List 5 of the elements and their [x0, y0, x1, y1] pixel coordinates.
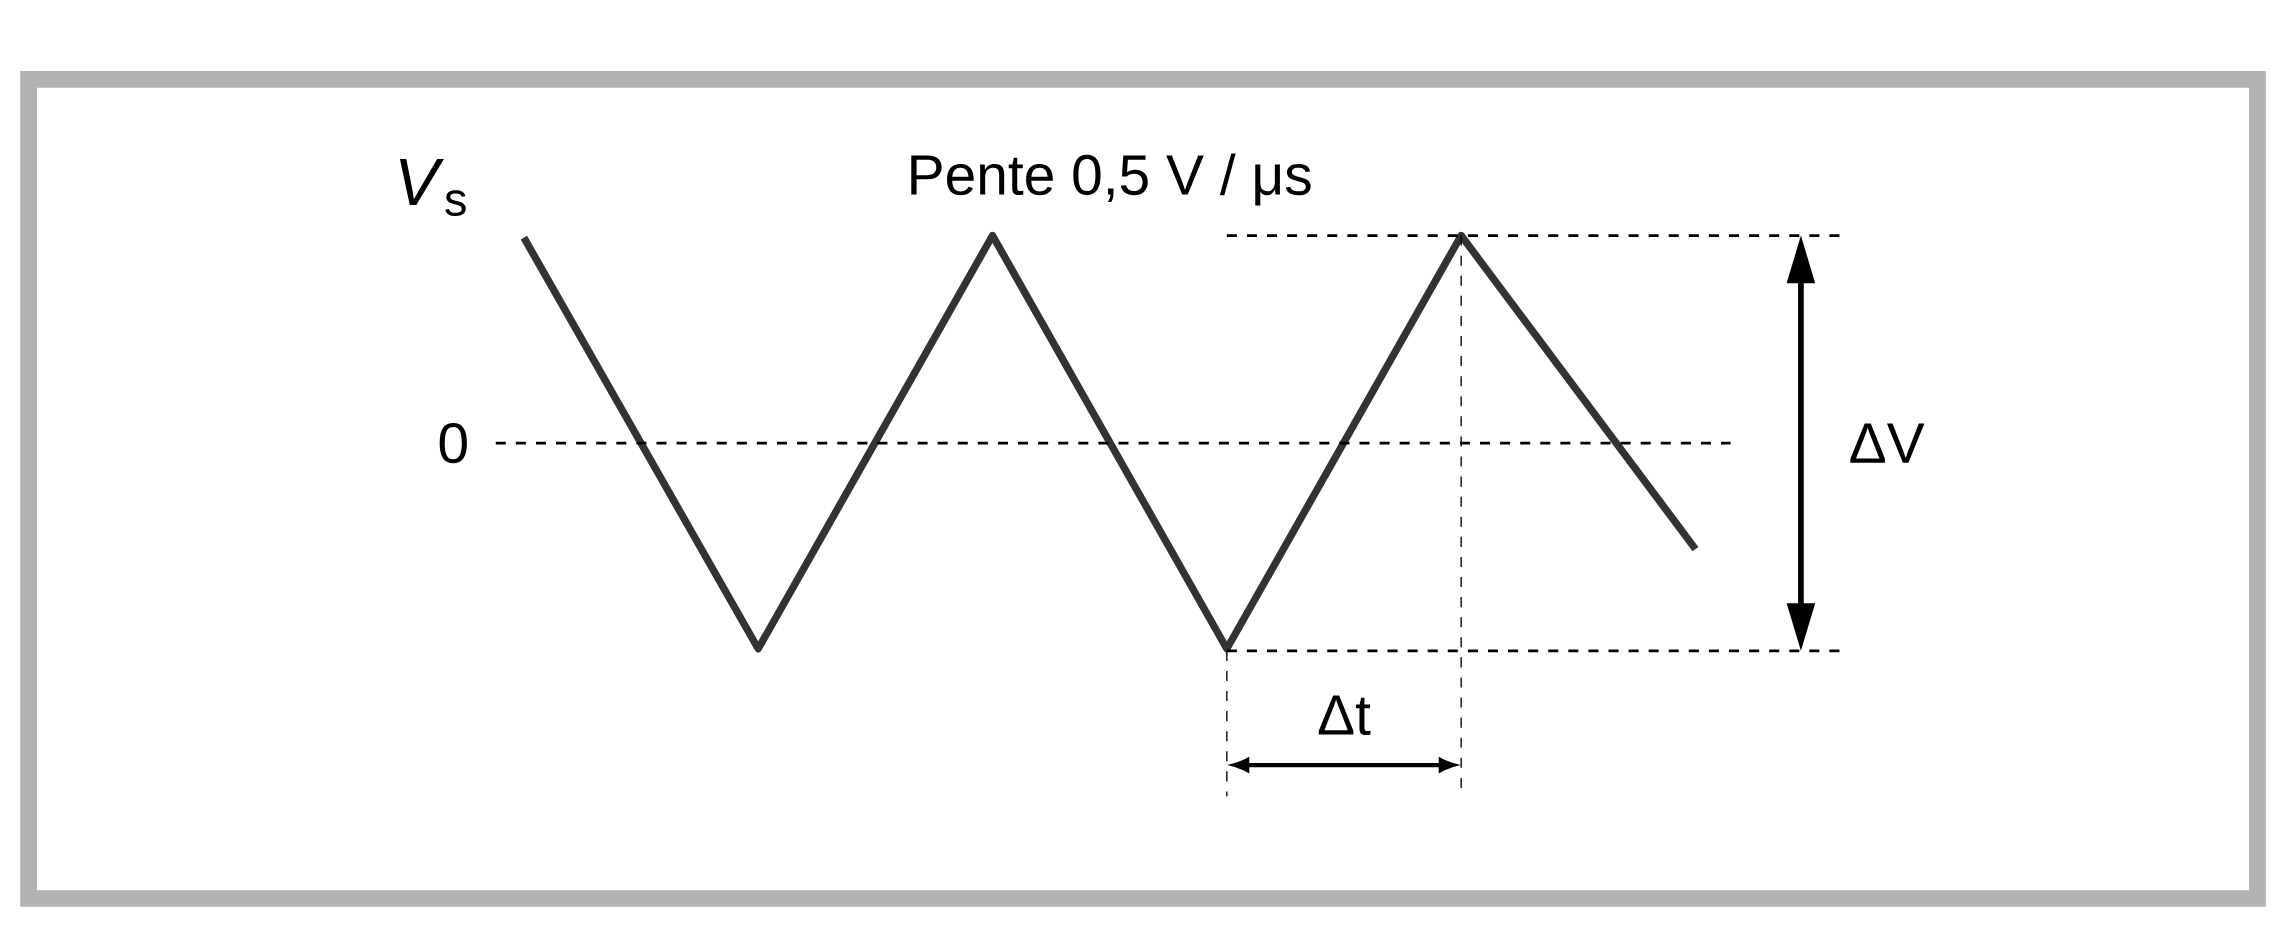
text: Δt — [1318, 695, 1371, 735]
y-axis-title: V$_{s}$ — [399, 158, 466, 216]
text: Pente 0,5 V / μs — [911, 153, 1311, 206]
text: ΔV — [1850, 423, 1925, 463]
ref-line-label: 0 — [439, 423, 467, 464]
